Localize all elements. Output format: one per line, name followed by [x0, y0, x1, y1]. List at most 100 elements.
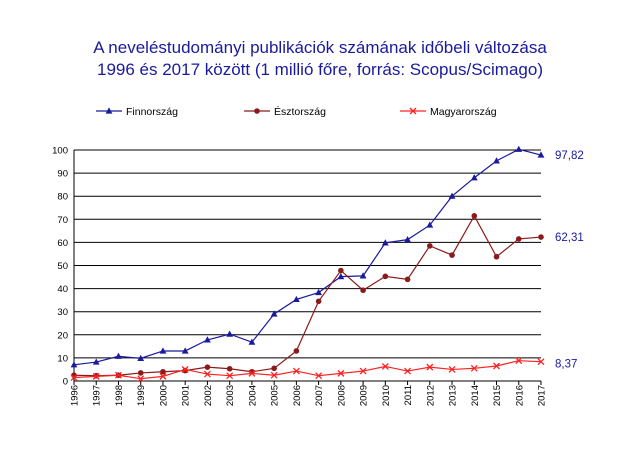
y-tick-label: 0	[63, 377, 68, 388]
data-point-finnorsz-g	[292, 295, 300, 303]
data-point-finnorsz-g	[493, 157, 500, 164]
y-tick-label: 90	[57, 169, 68, 180]
data-point--sztorsz-g	[160, 368, 166, 375]
data-point-finnorsz-g	[159, 347, 167, 354]
x-tick-label: 2012	[425, 385, 436, 406]
data-point-finnorsz-g	[115, 352, 122, 359]
chart-title-line2: 1996 és 2017 között (1 millió főre, forr…	[97, 60, 543, 79]
x-tick-label: 2000	[158, 385, 169, 406]
data-point-magyarorsz-g	[337, 369, 345, 377]
data-point-finnorsz-g	[470, 174, 478, 181]
y-tick-label: 70	[57, 215, 68, 226]
data-point-magyarorsz-g	[448, 365, 456, 373]
data-point-magyarorsz-g	[470, 364, 478, 372]
data-point--sztorsz-g	[493, 253, 500, 260]
data-point-magyarorsz-g	[515, 357, 523, 365]
x-tick-label: 1998	[114, 385, 125, 406]
data-point--sztorsz-g	[204, 364, 211, 370]
y-tick-label: 30	[57, 307, 68, 318]
x-tick-label: 2016	[514, 385, 525, 406]
legend-label--sztorsz-g: Észtország	[274, 105, 326, 118]
x-tick-label: 2005	[270, 385, 281, 406]
data-point-magyarorsz-g	[137, 375, 145, 383]
data-point--sztorsz-g	[338, 267, 344, 274]
y-tick-label: 60	[57, 238, 68, 249]
legend-label-finnorsz-g: Finnország	[126, 106, 178, 118]
data-point-magyarorsz-g	[315, 372, 323, 380]
data-point-magyarorsz-g	[115, 371, 122, 379]
data-point-finnorsz-g	[537, 151, 545, 158]
data-point-finnorsz-g	[204, 336, 211, 343]
data-point--sztorsz-g	[382, 273, 389, 280]
data-point--sztorsz-g	[271, 365, 277, 372]
data-point--sztorsz-g	[226, 365, 233, 372]
x-tick-label: 2010	[381, 385, 392, 406]
data-point-magyarorsz-g	[404, 367, 412, 375]
series-line-finnorsz-g	[73, 148, 542, 366]
data-point-magyarorsz-g	[181, 365, 189, 373]
x-tick-label: 2004	[247, 385, 258, 406]
x-tick-label: 2006	[292, 385, 303, 406]
data-point--sztorsz-g	[137, 370, 144, 376]
x-tick-label: 2015	[492, 385, 503, 406]
data-point-finnorsz-g	[270, 310, 278, 317]
end-label-magyarorsz-g: 8,37	[555, 359, 577, 371]
data-point--sztorsz-g	[538, 234, 544, 240]
y-tick-label: 80	[57, 192, 68, 203]
y-tick-label: 20	[57, 330, 68, 341]
x-tick-label: 2007	[314, 385, 325, 406]
data-point-magyarorsz-g	[270, 371, 278, 379]
data-point--sztorsz-g	[360, 287, 366, 294]
y-tick-label: 50	[57, 261, 68, 272]
data-point-magyarorsz-g	[203, 370, 211, 378]
data-point--sztorsz-g	[471, 213, 478, 219]
x-tick-label: 2009	[359, 385, 370, 406]
data-point-finnorsz-g	[404, 236, 411, 243]
data-point-magyarorsz-g	[226, 372, 234, 380]
end-label--sztorsz-g: 62,31	[555, 232, 584, 244]
data-point-finnorsz-g	[181, 347, 189, 354]
chart-title-line1: A neveléstudományi publikációk számának …	[93, 38, 547, 57]
x-tick-label: 2008	[336, 385, 347, 406]
data-point-magyarorsz-g	[359, 367, 367, 375]
data-point--sztorsz-g	[515, 236, 522, 242]
data-point-magyarorsz-g	[493, 362, 500, 370]
y-tick-label: 100	[52, 146, 68, 157]
data-point--sztorsz-g	[293, 348, 300, 354]
series-line-magyarorsz-g	[73, 360, 542, 380]
data-point-finnorsz-g	[381, 239, 389, 246]
data-point-finnorsz-g	[315, 288, 323, 296]
x-tick-label: 1996	[70, 385, 81, 406]
x-tick-label: 2011	[403, 385, 414, 405]
end-label-finnorsz-g: 97,82	[555, 150, 584, 162]
data-point--sztorsz-g	[404, 276, 411, 283]
data-point-finnorsz-g	[137, 354, 145, 361]
data-point-finnorsz-g	[337, 272, 345, 280]
data-point-magyarorsz-g	[426, 363, 434, 371]
x-tick-label: 1997	[92, 385, 103, 406]
data-point-finnorsz-g	[426, 221, 434, 228]
data-point-finnorsz-g	[92, 358, 100, 365]
legend-marker--sztorsz-g	[254, 108, 260, 114]
data-point-magyarorsz-g	[70, 374, 78, 381]
legend-label-magyarorsz-g: Magyarország	[430, 106, 497, 118]
data-point-finnorsz-g	[359, 272, 367, 279]
series-line--sztorsz-g	[73, 214, 542, 377]
data-point-magyarorsz-g	[381, 362, 389, 370]
legend-marker-magyarorsz-g	[409, 107, 417, 115]
y-tick-label: 40	[57, 284, 68, 295]
data-point-magyarorsz-g	[248, 369, 256, 377]
x-tick-label: 2002	[203, 385, 214, 406]
x-tick-label: 2013	[448, 385, 459, 406]
data-point-magyarorsz-g	[292, 367, 300, 375]
x-tick-label: 2017	[537, 385, 548, 406]
data-point--sztorsz-g	[315, 298, 322, 305]
y-tick-label: 10	[57, 353, 68, 364]
data-point-finnorsz-g	[515, 145, 523, 152]
data-point-finnorsz-g	[248, 338, 256, 345]
data-point--sztorsz-g	[427, 243, 433, 249]
data-point-magyarorsz-g	[537, 358, 545, 366]
data-point-finnorsz-g	[448, 192, 456, 199]
data-point-magyarorsz-g	[92, 372, 100, 380]
